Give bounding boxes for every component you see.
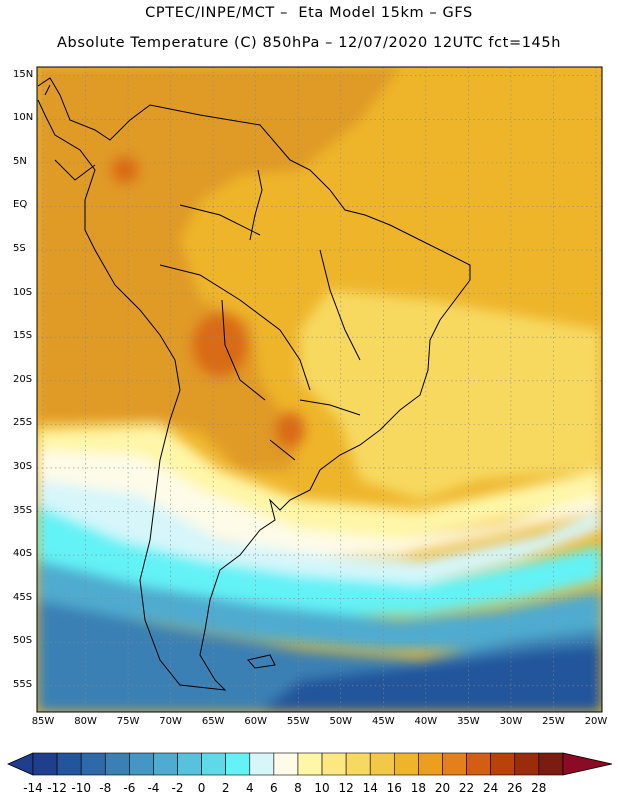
- colorbar-cell: [201, 752, 226, 776]
- hotspot-north: [111, 156, 139, 184]
- colorbar-cell: [129, 752, 154, 776]
- colorbar-label: 22: [458, 781, 475, 795]
- colorbar-label: -8: [99, 781, 112, 795]
- map-frame: [36, 66, 603, 713]
- colorbar-label: -14: [23, 781, 43, 795]
- colorbar-cell: [394, 752, 419, 776]
- lat-label: 20S: [13, 373, 33, 385]
- lat-label: 5S: [13, 243, 26, 255]
- lat-label: 40S: [13, 548, 33, 560]
- lon-label: 75W: [116, 716, 140, 727]
- colorbar-cell: [538, 752, 564, 776]
- colorbar-cell: [297, 752, 323, 776]
- colorbar-arrow-high: [562, 752, 613, 776]
- lat-label: 35S: [13, 504, 33, 516]
- lon-label: 25W: [542, 716, 565, 727]
- colorbar-cells: [7, 752, 613, 776]
- lon-label: 30W: [499, 716, 523, 727]
- lat-label: 10N: [13, 112, 34, 124]
- band-hot-north: [120, 120, 250, 190]
- colorbar-label: -12: [47, 781, 67, 795]
- hotspot-paraguay: [275, 412, 305, 448]
- colorbar-label: -2: [171, 781, 184, 795]
- coastline-south-america: [37, 77, 471, 691]
- colorbar-label: 10: [314, 781, 330, 795]
- colorbar: [7, 752, 613, 776]
- colorbar-cell: [32, 752, 58, 776]
- lat-label: 50S: [13, 635, 33, 647]
- lon-label: 60W: [244, 716, 267, 727]
- lon-label: 40W: [414, 716, 438, 727]
- colorbar-label: -4: [147, 781, 160, 795]
- colorbar-cell: [56, 752, 82, 776]
- colorbar-label: 0: [197, 781, 206, 795]
- colorbar-cell: [80, 752, 106, 776]
- colorbar-label: -10: [71, 781, 91, 795]
- band-mild-east: [300, 290, 602, 500]
- lat-label: 55S: [13, 678, 33, 690]
- colorbar-cell: [321, 752, 347, 776]
- colorbar-cell: [369, 752, 395, 776]
- colorbar-label: 18: [410, 781, 427, 795]
- colorbar-label: 4: [245, 781, 254, 795]
- colorbar-cell: [153, 752, 178, 776]
- colorbar-cell: [466, 752, 491, 776]
- lat-label: 10S: [13, 286, 33, 298]
- lon-label: 70W: [159, 716, 182, 727]
- lon-label: 35W: [457, 716, 480, 727]
- colorbar-cell: [345, 752, 371, 776]
- lon-label: 85W: [31, 716, 55, 727]
- colorbar-label: 2: [221, 781, 230, 795]
- band-cyan: [37, 505, 602, 615]
- lon-label: 50W: [329, 716, 353, 727]
- colorbar-cell: [249, 752, 275, 776]
- lat-label: 5N: [13, 155, 27, 167]
- colorbar-label: 12: [338, 781, 354, 795]
- colorbar-label: 24: [483, 781, 499, 795]
- lon-label: 65W: [201, 716, 225, 727]
- colorbar-label: 26: [507, 781, 523, 795]
- colorbar-cell: [225, 752, 251, 776]
- hotspot-bolivia: [192, 313, 248, 377]
- lat-label: 45S: [13, 591, 33, 603]
- colorbar-label: 8: [294, 781, 302, 795]
- colorbar-cell: [273, 752, 299, 776]
- colorbar-label: 28: [531, 781, 547, 795]
- lat-label: EQ: [13, 199, 28, 211]
- band-deep: [260, 645, 602, 712]
- band-teal: [37, 560, 602, 650]
- lon-label: 80W: [74, 716, 97, 727]
- colorbar-label: -6: [123, 781, 136, 795]
- colorbar-label: 14: [362, 781, 378, 795]
- colorbar-label: 16: [386, 781, 402, 795]
- map-title-line2: Absolute Temperature (C) 850hPa – 12/07/…: [57, 35, 561, 51]
- lat-label: 15S: [13, 330, 33, 342]
- colorbar-cell: [104, 752, 130, 776]
- colorbar-arrow-low: [7, 752, 34, 776]
- lat-label: 30S: [13, 460, 33, 472]
- colorbar-cell: [177, 752, 202, 776]
- colorbar-cell: [418, 752, 443, 776]
- colorbar-label: 20: [434, 781, 451, 795]
- colorbar-cell: [514, 752, 540, 776]
- lat-label: 25S: [13, 417, 33, 429]
- lon-label: 45W: [371, 716, 395, 727]
- colorbar-cell: [442, 752, 467, 776]
- lon-label: 55W: [286, 716, 310, 727]
- lat-label: 15N: [13, 68, 34, 80]
- colorbar-label: 6: [270, 781, 278, 795]
- temperature-field: [37, 67, 602, 712]
- map-title-line1: CPTEC/INPE/MCT – Eta Model 15km – GFS: [145, 5, 473, 21]
- colorbar-cell: [490, 752, 516, 776]
- lon-label: 20W: [584, 716, 608, 727]
